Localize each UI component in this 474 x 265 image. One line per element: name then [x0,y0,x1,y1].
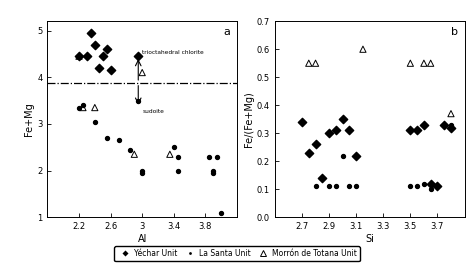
Point [447,123,455,127]
Point [127,148,134,152]
X-axis label: Si: Si [365,234,374,244]
Point [359,47,367,51]
Text: a: a [224,27,231,37]
Point [135,54,142,58]
Point [346,184,353,189]
Point [305,151,312,155]
Point [138,169,146,173]
Point [79,103,87,107]
Point [206,154,213,159]
Point [87,31,95,35]
Point [447,126,455,130]
Point [339,153,346,158]
Text: trioctahedral chlorite: trioctahedral chlorite [142,50,204,55]
Point [434,184,441,189]
Point [352,153,360,158]
Point [79,105,87,110]
X-axis label: Al: Al [137,234,147,244]
Point [135,99,142,103]
Point [413,184,421,189]
Point [75,54,83,58]
Point [312,184,319,189]
Point [407,61,414,65]
Point [440,123,448,127]
Point [325,131,333,135]
Point [352,184,360,189]
Point [434,184,441,189]
Point [440,123,448,127]
Point [130,152,138,156]
Point [420,182,428,186]
Y-axis label: Fe/(Fe+Mg): Fe/(Fe+Mg) [244,91,254,147]
Point [312,142,319,147]
Point [166,152,173,156]
Point [91,42,99,47]
Text: sudoite: sudoite [142,109,164,114]
Point [138,171,146,175]
Point [325,184,333,189]
Point [319,176,326,180]
Point [346,128,353,132]
Point [115,138,122,142]
Point [210,169,217,173]
Point [99,54,107,58]
Point [305,61,312,65]
Point [103,47,110,51]
Legend: Yéchar Unit, La Santa Unit, Morrón de Totana Unit: Yéchar Unit, La Santa Unit, Morrón de To… [114,246,360,261]
Point [91,120,99,124]
Point [332,128,340,132]
Point [103,136,110,140]
Point [170,145,178,149]
Point [210,171,217,175]
Point [413,128,421,132]
Point [427,187,435,191]
Point [75,105,83,110]
Point [312,61,319,65]
Point [83,54,91,58]
Point [339,117,346,121]
Point [427,182,435,186]
Point [427,61,435,65]
Point [174,154,182,159]
Point [218,210,225,215]
Point [420,123,428,127]
Point [107,68,114,72]
Point [407,128,414,132]
Point [213,154,221,159]
Point [447,112,455,116]
Point [174,169,182,173]
Point [298,120,306,124]
Point [138,70,146,75]
Point [95,66,102,70]
Y-axis label: Fe+Mg: Fe+Mg [24,102,35,136]
Point [407,184,414,189]
Point [319,176,326,180]
Point [91,105,99,110]
Point [75,54,83,58]
Point [420,61,428,65]
Point [332,184,340,189]
Text: b: b [451,27,458,37]
